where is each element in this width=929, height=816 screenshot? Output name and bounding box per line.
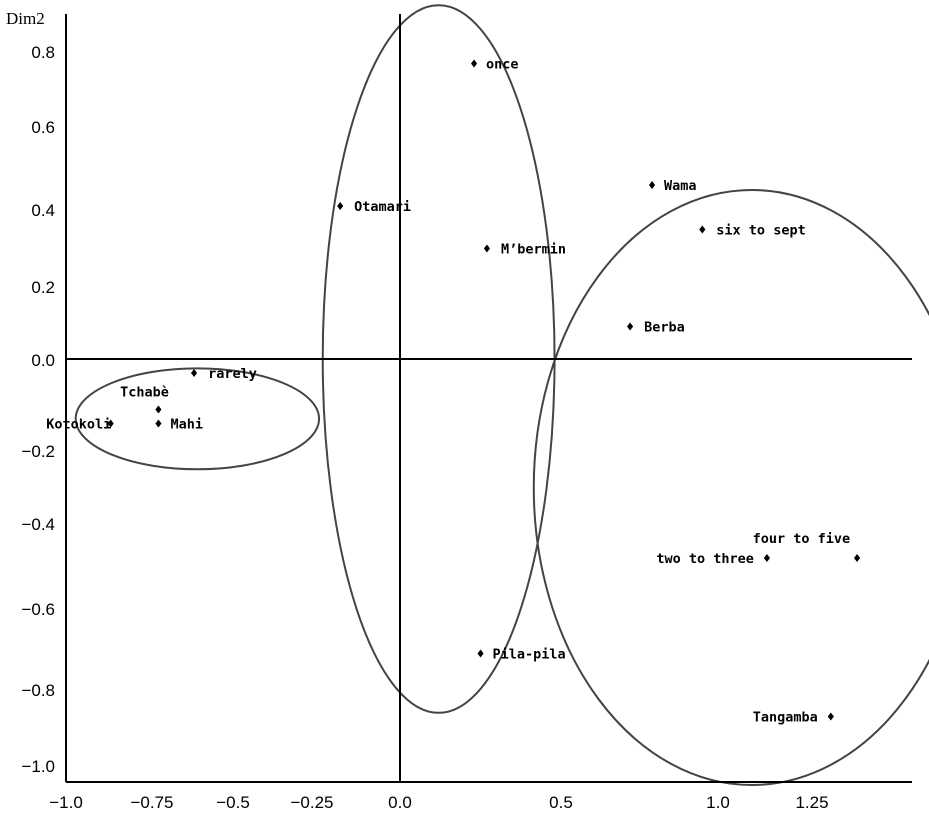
- point-marker: ♦: [762, 552, 772, 565]
- point-label: four to five: [753, 531, 851, 547]
- point-marker: ♦: [476, 648, 486, 661]
- x-tick-labels: −1.0 −0.75 −0.5 −0.25 0.0 0.5 1.0 1.25: [49, 793, 828, 812]
- point-marker: ♦: [482, 243, 492, 256]
- y-tick-label: −0.8: [21, 681, 55, 700]
- x-tick-label: −0.5: [216, 793, 250, 812]
- cluster-ellipse: [532, 189, 929, 786]
- point-marker: ♦: [154, 404, 164, 417]
- point-marker: ♦: [826, 711, 836, 724]
- point-label: Tchabè: [120, 385, 169, 401]
- point-marker: ♦: [106, 417, 116, 430]
- y-tick-label: −1.0: [21, 757, 55, 776]
- point-marker: ♦: [469, 57, 479, 70]
- y-tick-label: −0.6: [21, 600, 55, 619]
- point-label: Otamari: [354, 199, 411, 215]
- point-marker: ♦: [625, 321, 635, 334]
- point-label: Berba: [644, 320, 685, 336]
- y-tick-label: 0.0: [31, 351, 55, 370]
- point-label: Tangamba: [753, 710, 818, 726]
- x-tick-label: −1.0: [49, 793, 83, 812]
- point-label: once: [486, 56, 519, 72]
- y-tick-label: 0.8: [31, 43, 55, 62]
- point-label: Kotokoli: [46, 416, 111, 432]
- point-label: Pila-pila: [493, 647, 566, 663]
- y-tick-label: −0.4: [21, 515, 55, 534]
- point-label: Mahi: [170, 416, 203, 432]
- cluster-ellipse: [74, 367, 321, 471]
- x-tick-label: 1.0: [706, 793, 730, 812]
- y-tick-label: 0.6: [31, 118, 55, 137]
- x-tick-label: 1.25: [795, 793, 828, 812]
- x-tick-label: 0.5: [549, 793, 573, 812]
- point-label: six to sept: [716, 222, 805, 238]
- point-marker: ♦: [697, 223, 707, 236]
- y-tick-label: 0.4: [31, 201, 55, 220]
- y-tick-label: −0.2: [21, 442, 55, 461]
- point-marker: ♦: [852, 552, 862, 565]
- data-points: ♦ once ♦ Otamari ♦ M’bermin ♦ Wama ♦ six to sept ♦…: [46, 56, 862, 725]
- y-tick-labels: 0.8 0.6 0.4 0.2 0.0 −0.2 −0.4 −0.6 −0.8 …: [21, 43, 55, 776]
- point-marker: ♦: [154, 417, 164, 430]
- y-tick-label: 0.2: [31, 278, 55, 297]
- point-marker: ♦: [335, 200, 345, 213]
- x-tick-label: −0.75: [130, 793, 173, 812]
- point-label: Wama: [664, 178, 697, 194]
- point-label: M’bermin: [501, 242, 566, 258]
- point-label: two to three: [656, 551, 754, 567]
- axes: [65, 14, 912, 783]
- point-marker: ♦: [647, 179, 657, 192]
- x-tick-label: −0.25: [290, 793, 333, 812]
- point-label: rarely: [208, 366, 257, 382]
- x-tick-label: 0.0: [388, 793, 412, 812]
- point-marker: ♦: [189, 367, 199, 380]
- y-axis-label: Dim2: [6, 9, 45, 28]
- cluster-ellipses: [74, 4, 929, 786]
